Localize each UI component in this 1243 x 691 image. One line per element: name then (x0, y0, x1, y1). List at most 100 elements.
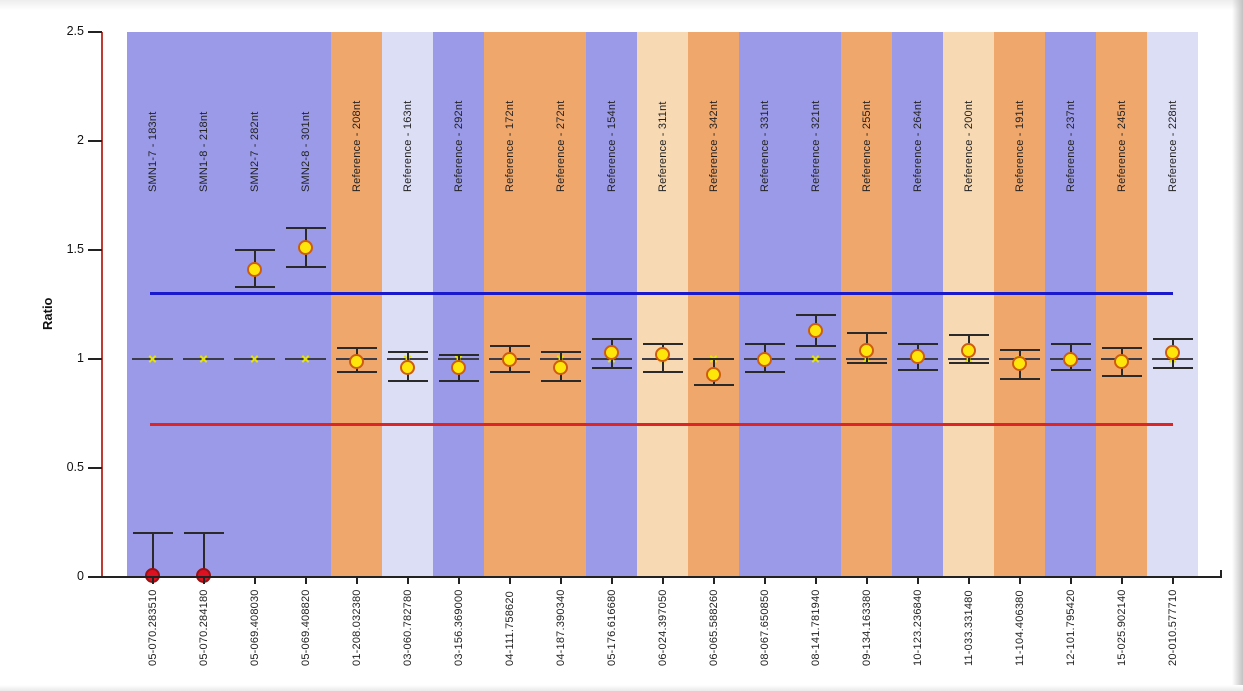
x-axis-tick (508, 577, 511, 584)
column-band (280, 32, 331, 577)
x-tick-label: 20-010.577710 (1166, 589, 1179, 666)
x-tick-label: 11-104.406380 (1013, 590, 1026, 666)
error-bar-cap-top (846, 331, 887, 334)
error-bar-cap-top (999, 349, 1040, 352)
x-tick-label: 01-208.032380 (350, 589, 363, 666)
x-axis-tick (151, 577, 154, 584)
y-axis-tick (88, 140, 102, 142)
probe-label: SMN1-8 - 218nt (197, 111, 210, 192)
probe-label: Reference - 208nt (350, 100, 363, 192)
error-bar-cap-top (1050, 342, 1091, 345)
error-bar-cap-bottom (1152, 366, 1193, 369)
error-bar-cap-bottom (897, 368, 938, 371)
ratio-data-point (655, 347, 670, 363)
error-bar-cap-bottom (846, 362, 887, 365)
column-band (637, 32, 688, 577)
y-axis-tick (88, 576, 102, 578)
x-axis-tick (559, 577, 562, 584)
ratio-data-point (298, 240, 313, 256)
error-bar-cap-top (540, 351, 581, 354)
probe-label: Reference - 342nt (707, 100, 720, 192)
y-axis-line (101, 32, 103, 577)
probe-label: Reference - 321nt (809, 100, 822, 192)
column-band (739, 32, 790, 577)
ratio-data-point (400, 360, 415, 376)
probe-label: Reference - 191nt (1013, 100, 1026, 192)
error-bar-cap-bottom (438, 379, 479, 382)
error-bar-cap-bottom (336, 371, 377, 374)
x-axis-tick (253, 577, 256, 584)
ratio-data-point (1165, 344, 1180, 360)
error-bar-cap-bottom (744, 371, 785, 374)
column-band (127, 32, 178, 577)
x-tick-label: 05-176.616680 (605, 589, 618, 666)
probe-label: Reference - 228nt (1166, 100, 1179, 192)
x-axis-tick (355, 577, 358, 584)
probe-label: Reference - 163nt (401, 100, 414, 192)
y-tick-label: 0 (77, 569, 84, 583)
probe-label: Reference - 237nt (1064, 100, 1077, 192)
error-bar-cap-top (795, 314, 836, 317)
x-axis-tick (1069, 577, 1072, 584)
error-bar-cap-top (489, 344, 530, 347)
y-tick-label: 1 (77, 351, 84, 365)
y-tick-label: 2 (77, 133, 84, 147)
ratio-data-point (859, 342, 874, 358)
page-edge-bottom (0, 685, 1243, 691)
probe-label: SMN1-7 - 183nt (146, 111, 159, 192)
error-bar-cap-top (285, 227, 326, 230)
column-band (535, 32, 586, 577)
x-axis-tick (1171, 577, 1174, 584)
column-band (688, 32, 739, 577)
y-tick-label: 0.5 (66, 460, 84, 474)
x-tick-label: 09-134.163380 (860, 589, 873, 666)
error-bar-cap-bottom (693, 384, 734, 387)
x-tick-label: 08-067.650850 (758, 589, 771, 666)
x-axis-tick (814, 577, 817, 584)
error-bar-cap-bottom (387, 379, 428, 382)
probe-label: Reference - 200nt (962, 100, 975, 192)
error-bar-cap-bottom (948, 362, 989, 365)
error-bar-cap-top (438, 353, 479, 356)
error-bar-cap-top (744, 342, 785, 345)
y-tick-label: 2.5 (66, 24, 84, 38)
x-tick-label: 05-069.408030 (248, 589, 261, 666)
ratio-data-point (349, 353, 364, 369)
x-tick-label: 11-033.331480 (962, 590, 975, 666)
probe-label: SMN2-7 - 282nt (248, 111, 261, 192)
ratio-one-x-marker (811, 355, 820, 364)
ratio-data-point (604, 344, 619, 360)
probe-label: Reference - 154nt (605, 100, 618, 192)
x-tick-label: 05-070.284180 (197, 589, 210, 666)
x-axis-tick (457, 577, 460, 584)
error-bar-cap-bottom (234, 286, 275, 289)
error-bar-stem (151, 533, 154, 577)
ratio-one-x-marker (148, 355, 157, 364)
error-bar-cap-top (336, 347, 377, 350)
probe-label: Reference - 272nt (554, 100, 567, 192)
x-axis-tick (1120, 577, 1123, 584)
ratio-data-point (961, 342, 976, 358)
column-band (994, 32, 1045, 577)
column-band (943, 32, 994, 577)
y-axis-title: Ratio (40, 297, 55, 331)
error-bar-cap-top (591, 338, 632, 341)
column-band (331, 32, 382, 577)
x-tick-label: 03-156.369000 (452, 589, 465, 666)
ratio-data-point (808, 323, 823, 339)
column-band (790, 32, 841, 577)
probe-label: Reference - 172nt (503, 100, 516, 192)
ratio-data-point (247, 262, 262, 278)
ratio-one-x-marker (301, 355, 310, 364)
x-tick-label: 05-070.283510 (146, 589, 159, 666)
error-bar-cap-top (642, 342, 683, 345)
error-bar-cap-bottom (1101, 375, 1142, 378)
error-bar-cap-bottom (1050, 368, 1091, 371)
column-band (1147, 32, 1198, 577)
column-band (433, 32, 484, 577)
x-tick-label: 04-111.758620 (503, 591, 516, 666)
y-axis-tick (88, 249, 102, 251)
error-bar-cap-top (1152, 338, 1193, 341)
error-bar-cap-top (234, 249, 275, 251)
